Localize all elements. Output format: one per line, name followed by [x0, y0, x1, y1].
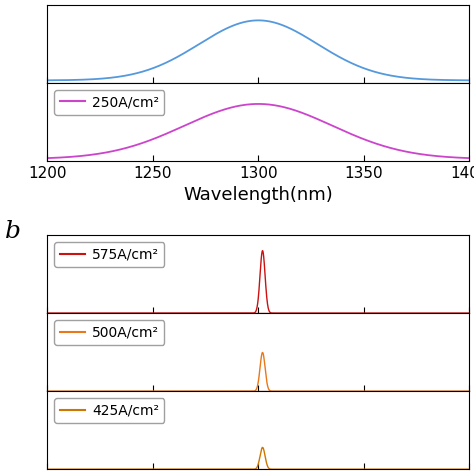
Legend: 425A/cm²: 425A/cm² — [55, 398, 164, 423]
Text: b: b — [5, 220, 21, 244]
Legend: 250A/cm²: 250A/cm² — [55, 90, 164, 115]
X-axis label: Wavelength(nm): Wavelength(nm) — [183, 186, 333, 204]
Legend: 575A/cm²: 575A/cm² — [55, 242, 164, 267]
Legend: 500A/cm²: 500A/cm² — [55, 320, 164, 345]
